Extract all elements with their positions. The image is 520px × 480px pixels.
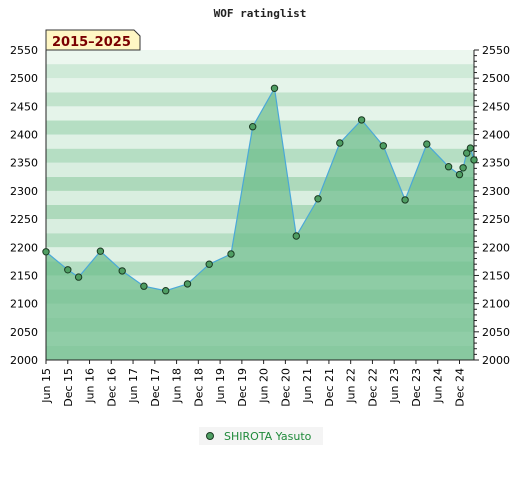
data-point[interactable] <box>401 196 409 204</box>
data-point[interactable] <box>205 260 213 268</box>
series-fill <box>46 88 474 360</box>
data-point[interactable] <box>249 123 257 131</box>
x-tick-label: Jun 17 <box>127 368 140 404</box>
x-tick-label: Jun 20 <box>258 368 271 404</box>
series-markers <box>42 84 478 295</box>
y-axis-left-labels: 2000 2050 2100 2150 2200 2250 2300 2350 2400 2450… <box>10 44 38 367</box>
data-point[interactable] <box>463 149 471 157</box>
data-point[interactable] <box>379 142 387 150</box>
period-badge: 2015–2025 <box>45 29 141 51</box>
y-tick-label-left: 2150 <box>10 269 38 282</box>
y-axis-right-labels: 2000 2050 2100 2150 2200 2250 2300 2350 2400 2450… <box>482 44 510 367</box>
y-tick-label-left: 2350 <box>10 157 38 170</box>
x-tick-label: Jun 15 <box>40 368 53 404</box>
y-tick-label-right: 2050 <box>482 326 510 339</box>
y-tick-label-left: 2050 <box>10 326 38 339</box>
data-point[interactable] <box>140 282 148 290</box>
y-tick-label-right: 2450 <box>482 100 510 113</box>
data-point[interactable] <box>42 248 50 256</box>
x-tick-label: Jun 18 <box>171 368 184 404</box>
y-tick-label-right: 2350 <box>482 157 510 170</box>
x-tick-label: Dec 23 <box>410 368 423 407</box>
data-point[interactable] <box>183 280 192 288</box>
y-tick-label-right: 2100 <box>482 298 510 311</box>
y-tick-label-right: 2400 <box>482 129 510 142</box>
x-tick-label: Dec 15 <box>62 368 75 407</box>
y-tick-label-right: 2500 <box>482 72 510 85</box>
data-point[interactable] <box>270 84 279 93</box>
y-tick-label-right: 2250 <box>482 213 510 226</box>
y-tick-label-left: 2550 <box>10 44 38 57</box>
background-band <box>46 92 474 107</box>
y-tick-label-left: 2400 <box>10 129 38 142</box>
background-band <box>46 50 474 65</box>
y-tick-label-left: 2250 <box>10 213 38 226</box>
x-tick-label: Jun 16 <box>84 368 97 404</box>
x-tick-label: Jun 23 <box>388 368 401 404</box>
axes <box>45 49 479 364</box>
data-point[interactable] <box>64 266 72 274</box>
legend-marker <box>206 432 214 440</box>
data-point[interactable] <box>227 250 235 258</box>
x-tick-label: Dec 16 <box>105 368 118 407</box>
y-tick-label-right: 2000 <box>482 354 510 367</box>
y-tick-label-right: 2200 <box>482 241 510 254</box>
y-tick-label-left: 2000 <box>10 354 38 367</box>
data-point[interactable] <box>96 247 105 255</box>
legend-label: SHIROTA Yasuto <box>224 430 312 443</box>
x-tick-label: Dec 24 <box>454 368 467 407</box>
y-tick-label-right: 2300 <box>482 185 510 198</box>
x-tick-label: Jun 24 <box>432 368 445 404</box>
x-tick-label: Dec 19 <box>236 368 249 407</box>
y-tick-label-left: 2450 <box>10 100 38 113</box>
data-point[interactable] <box>118 267 126 275</box>
x-tick-label: Jun 21 <box>301 368 314 404</box>
x-tick-label: Dec 18 <box>192 368 205 407</box>
data-point[interactable] <box>162 287 170 295</box>
data-point[interactable] <box>466 144 475 152</box>
x-tick-label: Dec 22 <box>366 368 379 407</box>
x-tick-label: Dec 17 <box>149 368 162 407</box>
y-tick-label-right: 2550 <box>482 44 510 57</box>
y-tick-label-left: 2200 <box>10 241 38 254</box>
chart-title: WOF ratinglist <box>214 7 307 20</box>
data-point[interactable] <box>423 140 431 148</box>
data-point[interactable] <box>459 164 467 172</box>
data-point[interactable] <box>314 195 322 203</box>
data-point[interactable] <box>292 232 300 240</box>
y-tick-label-left: 2100 <box>10 298 38 311</box>
data-point[interactable] <box>470 156 478 164</box>
data-point[interactable] <box>74 273 83 281</box>
legend-box <box>199 427 323 445</box>
background-band <box>46 78 474 93</box>
data-point[interactable] <box>336 139 344 147</box>
x-tick-label: Dec 21 <box>323 368 336 407</box>
y-tick-label-left: 2300 <box>10 185 38 198</box>
x-tick-label: Jun 19 <box>214 368 227 404</box>
legend[interactable]: SHIROTA Yasuto <box>199 427 323 445</box>
background-band <box>46 64 474 79</box>
y-tick-label-right: 2150 <box>482 269 510 282</box>
x-axis-labels: Jun 15 Dec 15 Jun 16 Dec 16 Jun 17 Dec 17 Jun … <box>40 368 467 407</box>
data-point[interactable] <box>357 116 366 124</box>
data-point[interactable] <box>444 163 453 171</box>
x-tick-label: Jun 22 <box>345 368 358 404</box>
period-badge-box <box>45 29 141 51</box>
data-point[interactable] <box>455 170 464 179</box>
y-tick-label-left: 2500 <box>10 72 38 85</box>
x-tick-label: Dec 20 <box>279 368 292 407</box>
period-badge-label: 2015–2025 <box>52 35 131 50</box>
